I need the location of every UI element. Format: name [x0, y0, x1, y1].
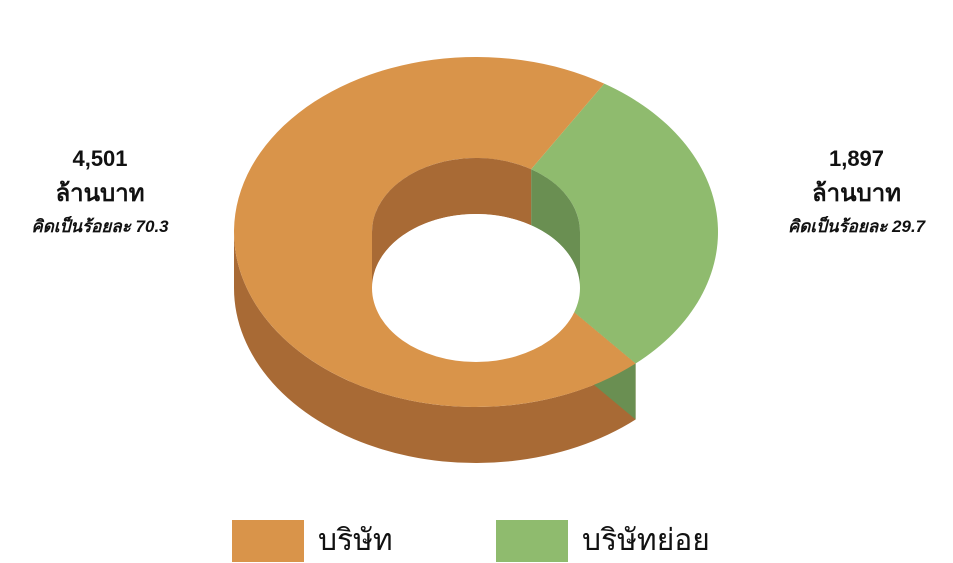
subsidiary-value-label: 1,897 — [828, 146, 885, 171]
subsidiary-slice-inner-side — [531, 169, 580, 288]
legend-label-company: บริษัท — [318, 523, 393, 558]
doughnut-hole-floor — [372, 214, 580, 362]
legend-swatch-company — [232, 520, 304, 562]
company-data-label: 4,501 ล้านบาท คิดเป็นร้อยละ 70.3 — [0, 142, 200, 242]
subsidiary-data-label: 1,897 ล้านบาท คิดเป็นร้อยละ 29.7 — [760, 142, 953, 242]
subsidiary-percent-label: คิดเป็นร้อยละ 29.7 — [787, 217, 926, 236]
company-unit-label: ล้านบาท — [55, 180, 145, 207]
legend-label-subsidiary: บริษัทย่อย — [582, 523, 710, 558]
company-slice-inner-side — [372, 157, 532, 288]
company-percent-label: คิดเป็นร้อยละ 70.3 — [31, 217, 169, 236]
company-slice-outer-side — [233, 232, 636, 463]
company-value-label: 4,501 — [72, 146, 128, 171]
doughnut-top-layer — [233, 56, 718, 407]
legend-swatch-subsidiary — [496, 520, 568, 562]
subsidiary-unit-label: ล้านบาท — [811, 180, 902, 207]
